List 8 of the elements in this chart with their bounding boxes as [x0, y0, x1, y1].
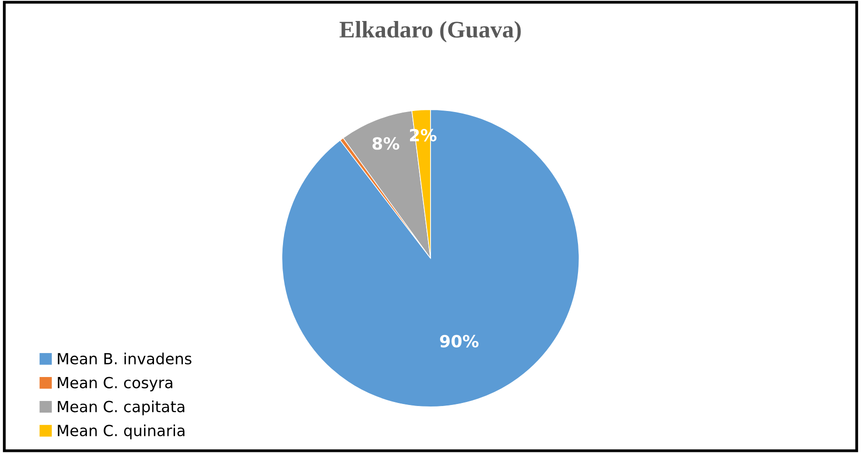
legend-label: Mean C. cosyra — [58, 376, 172, 392]
legend-label: Mean B. invadens — [58, 352, 192, 364]
legend-label: Mean C. quinaria — [58, 424, 184, 440]
pie-slice — [282, 109, 580, 408]
data-label: 8% — [372, 137, 400, 150]
chart-title: Elkadaro (Guava) — [340, 21, 521, 42]
legend-label: Mean C. capitata — [58, 400, 184, 416]
data-label: 90% — [440, 334, 479, 348]
